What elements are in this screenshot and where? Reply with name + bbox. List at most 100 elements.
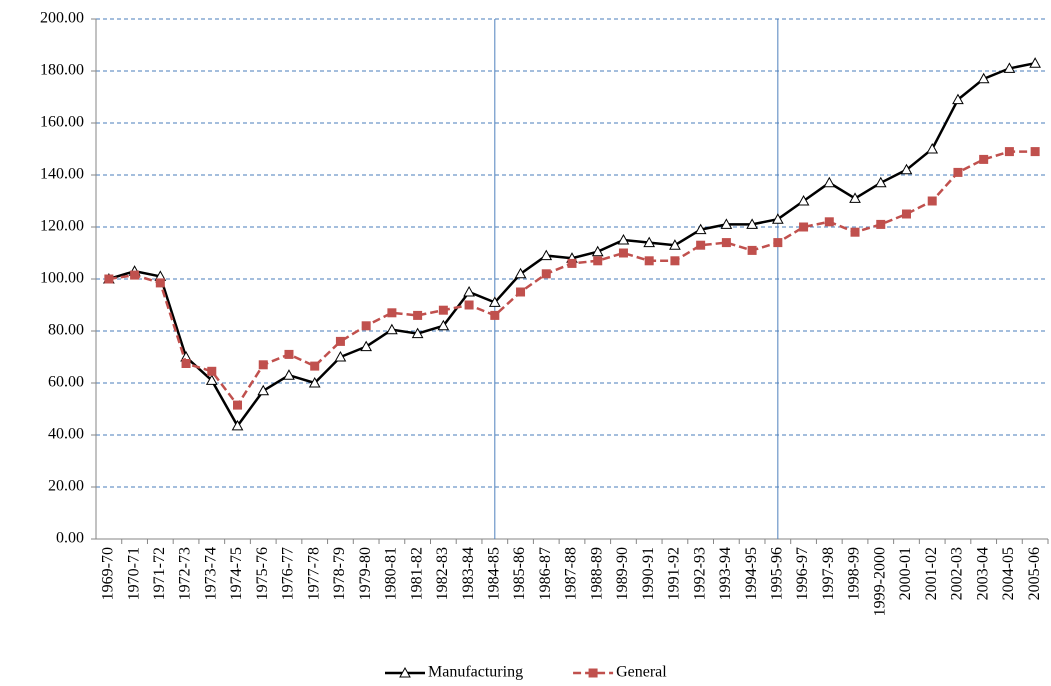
point <box>670 256 680 266</box>
point <box>901 209 911 219</box>
y-tick-label: 60.00 <box>48 374 84 391</box>
x-tick-label: 1990-91 <box>640 547 657 600</box>
x-tick-label: 1982-83 <box>434 547 451 600</box>
point <box>823 176 836 188</box>
point <box>335 336 345 346</box>
point <box>591 245 604 257</box>
point <box>694 223 707 235</box>
x-tick-label: 1978-79 <box>331 547 348 600</box>
point <box>617 233 630 245</box>
point <box>207 366 217 376</box>
y-tick-label: 160.00 <box>40 114 84 131</box>
point <box>463 285 475 297</box>
point <box>773 238 783 248</box>
x-tick-label: 1988-89 <box>588 547 605 600</box>
point <box>1004 147 1014 157</box>
x-tick-label: 1975-76 <box>254 547 271 600</box>
x-tick-label: 2003-04 <box>974 547 991 600</box>
point <box>771 213 784 224</box>
x-tick-label: 1998-99 <box>846 547 863 600</box>
point <box>1029 57 1041 68</box>
y-tick-label: 180.00 <box>40 62 84 79</box>
x-tick-label: 1997-98 <box>820 547 837 600</box>
point <box>516 287 526 297</box>
point <box>746 218 758 229</box>
x-tick-label: 1993-94 <box>717 547 734 600</box>
point <box>797 194 810 206</box>
series-line <box>108 61 1036 429</box>
y-tick-label: 0.00 <box>56 530 84 547</box>
x-tick-label: 1981-82 <box>408 547 425 600</box>
y-tick-label: 40.00 <box>48 426 84 443</box>
x-tick-label: 1974-75 <box>228 547 245 600</box>
x-tick-label: 1994-95 <box>743 547 760 600</box>
point <box>257 384 270 396</box>
point <box>155 278 165 288</box>
point <box>399 666 411 678</box>
point <box>696 240 706 250</box>
point <box>618 248 628 258</box>
point <box>567 258 577 268</box>
x-tick-label: 1970-71 <box>125 547 142 600</box>
point <box>747 245 757 255</box>
point <box>644 256 654 266</box>
x-tick-label: 2004-05 <box>1000 547 1017 600</box>
y-tick-label: 140.00 <box>40 166 84 183</box>
point <box>308 376 321 388</box>
x-tick-label: 1971-72 <box>151 547 168 600</box>
x-tick-label: 1986-87 <box>537 547 554 600</box>
point <box>104 274 114 284</box>
x-tick-label: 2002-03 <box>949 547 966 600</box>
point <box>361 321 371 331</box>
x-tick-label: 1983-84 <box>460 547 477 600</box>
point <box>231 419 244 431</box>
point <box>593 256 603 266</box>
point <box>926 142 939 154</box>
point <box>490 310 500 320</box>
point <box>952 93 964 105</box>
point <box>488 296 501 307</box>
x-tick-label: 1976-77 <box>280 547 297 600</box>
point <box>643 236 656 248</box>
point <box>876 219 886 229</box>
point <box>1030 147 1040 157</box>
point <box>438 305 448 315</box>
point <box>130 270 140 280</box>
x-tick-label: 1980-81 <box>383 547 400 600</box>
y-tick-label: 120.00 <box>40 218 84 235</box>
x-tick-label: 1991-92 <box>666 547 683 600</box>
point <box>181 359 191 368</box>
y-tick-label: 100.00 <box>40 270 84 287</box>
x-tick-label: 1972-73 <box>177 547 194 600</box>
point <box>258 360 268 370</box>
x-tick-label: 1995-96 <box>769 547 786 600</box>
point <box>413 310 423 320</box>
point <box>977 72 990 84</box>
series-line <box>108 150 1036 408</box>
point <box>953 167 963 177</box>
point <box>386 323 398 335</box>
point <box>849 192 861 203</box>
legend-label: General <box>616 664 667 681</box>
point <box>541 269 551 279</box>
point <box>900 163 913 175</box>
x-tick-label: 1969-70 <box>100 547 117 600</box>
point <box>1003 62 1016 73</box>
point <box>799 222 809 232</box>
x-tick-label: 1984-85 <box>485 547 502 600</box>
point <box>464 300 474 310</box>
point <box>721 238 731 248</box>
point <box>979 154 989 164</box>
point <box>540 249 553 261</box>
point <box>588 668 598 678</box>
x-tick-label: 1987-88 <box>563 547 580 600</box>
x-tick-label: 1973-74 <box>202 547 219 600</box>
point <box>233 400 243 410</box>
x-tick-label: 1985-86 <box>511 547 528 600</box>
point <box>411 327 424 339</box>
point <box>360 340 373 352</box>
point <box>334 350 347 362</box>
point <box>927 196 937 206</box>
x-tick-label: 2001-02 <box>923 547 940 600</box>
